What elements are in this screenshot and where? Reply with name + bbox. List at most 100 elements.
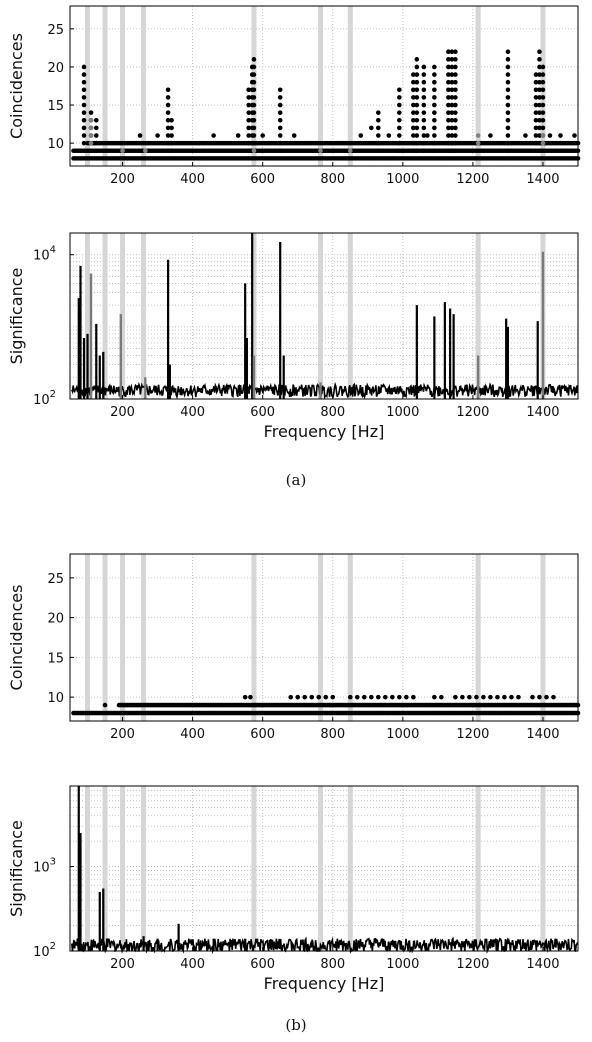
data-point: [81, 133, 87, 138]
data-point: [537, 102, 542, 108]
known-line-band: [475, 233, 481, 399]
data-point: [397, 125, 402, 131]
data-point: [246, 117, 251, 123]
data-point: [453, 102, 458, 108]
data-point: [505, 148, 511, 154]
data-point: [397, 133, 402, 138]
plot-frame: [69, 232, 579, 400]
data-point: [537, 140, 542, 146]
data-point: [246, 87, 251, 93]
data-point: [93, 133, 99, 138]
data-point: [421, 95, 427, 100]
data-point: [411, 87, 416, 93]
data-point: [453, 72, 458, 77]
data-point: [165, 148, 171, 154]
data-point: [246, 140, 251, 146]
data-point: [449, 79, 455, 85]
data-point: [432, 133, 437, 138]
data-point: [432, 117, 437, 123]
data-point: [488, 133, 493, 138]
data-point: [551, 694, 556, 700]
y-axis-label: Significance: [7, 820, 26, 917]
caption-a: (a): [286, 471, 307, 489]
data-point: [540, 87, 546, 93]
data-point: [505, 79, 511, 85]
data-point: [414, 133, 420, 138]
x-tick-label: 1000: [386, 727, 419, 742]
data-point: [81, 102, 87, 108]
data-point: [453, 87, 458, 93]
known-line-band: [251, 554, 257, 721]
known-line-band: [85, 554, 91, 721]
data-point: [432, 102, 437, 108]
data-point: [446, 64, 451, 70]
data-point: [81, 95, 87, 100]
data-point: [439, 694, 444, 700]
data-point: [505, 72, 511, 77]
known-line-band: [120, 554, 126, 721]
x-tick-label: 800: [320, 957, 345, 972]
data-point: [537, 148, 542, 154]
data-point: [165, 125, 171, 131]
data-point: [88, 148, 94, 154]
y-tick-label: 103: [33, 857, 56, 876]
data-point: [453, 133, 458, 138]
data-point-highlight: [120, 148, 125, 154]
data-point: [169, 125, 174, 131]
data-point: [474, 694, 479, 700]
known-line-band: [102, 554, 108, 721]
x-tick-label: 600: [250, 957, 275, 972]
known-line-band: [317, 554, 323, 721]
data-point: [488, 694, 493, 700]
y-tick-label: 20: [47, 61, 64, 76]
y-tick-label: 25: [47, 23, 64, 38]
known-line-band: [141, 233, 147, 399]
x-tick-label: 1400: [526, 727, 559, 742]
data-point: [397, 694, 402, 700]
data-point: [165, 117, 171, 123]
data-point: [414, 79, 420, 85]
data-point: [376, 117, 381, 123]
data-point-highlight: [88, 133, 94, 138]
data-point: [251, 125, 257, 131]
plot-area: [70, 786, 578, 951]
data-point: [453, 49, 458, 55]
data-point: [432, 95, 437, 100]
data-point: [505, 49, 511, 55]
x-tick-label: 1400: [526, 957, 559, 972]
data-point: [537, 64, 542, 70]
data-point: [277, 95, 283, 100]
data-point: [446, 79, 451, 85]
data-point: [449, 117, 455, 123]
data-point-highlight: [475, 140, 481, 146]
data-point: [404, 694, 409, 700]
data-point: [540, 117, 546, 123]
x-tick-label: 1200: [456, 957, 489, 972]
data-point: [421, 87, 427, 93]
data-point: [505, 140, 511, 146]
data-point: [537, 57, 542, 62]
y-tick-label: 104: [33, 245, 56, 264]
data-point: [411, 95, 416, 100]
data-point: [533, 148, 539, 154]
data-point: [537, 79, 542, 85]
data-point: [246, 133, 251, 138]
data-point: [277, 110, 283, 115]
data-point: [421, 64, 427, 70]
data-point: [446, 57, 451, 62]
data-point-highlight: [251, 148, 257, 154]
known-line-band: [102, 6, 108, 166]
data-point: [397, 102, 402, 108]
x-axis-label: Frequency [Hz]: [264, 422, 385, 441]
data-point: [211, 133, 216, 138]
data-point: [421, 125, 427, 131]
data-point: [411, 117, 416, 123]
data-point: [93, 125, 99, 131]
data-point: [277, 148, 283, 154]
data-point: [453, 148, 458, 154]
data-point: [411, 72, 416, 77]
data-point: [432, 64, 437, 70]
data-point: [540, 102, 546, 108]
data-point: [397, 117, 402, 123]
x-tick-label: 200: [110, 405, 135, 420]
